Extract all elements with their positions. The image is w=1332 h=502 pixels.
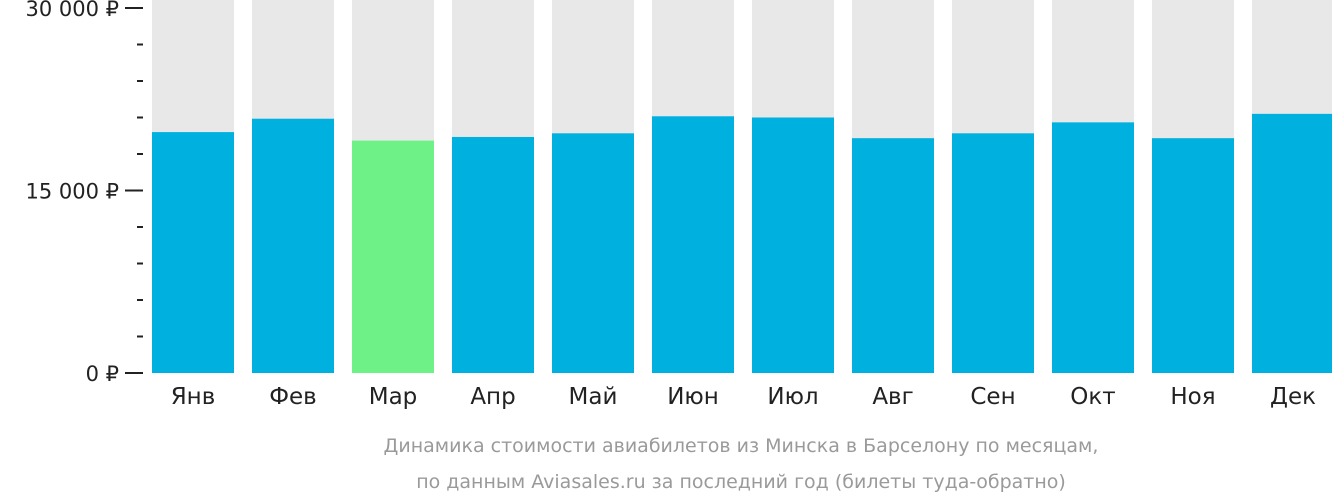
x-tick-label: Апр [470, 384, 515, 410]
x-tick-label: Фев [269, 384, 317, 410]
x-tick-label: Сен [970, 384, 1015, 410]
chart-caption-line-1: Динамика стоимости авиабилетов из Минска… [384, 435, 1099, 457]
x-tick-label: Май [569, 384, 618, 410]
x-tick-label: Мар [369, 384, 418, 410]
bar-5 [552, 133, 634, 373]
x-tick-label: Июн [667, 384, 719, 410]
chart-caption-line-2: по данным Aviasales.ru за последний год … [416, 471, 1066, 493]
bars [152, 113, 1332, 374]
bar-10 [1052, 122, 1134, 373]
bar-8 [852, 138, 934, 373]
y-tick-label: 15 000 ₽ [25, 180, 119, 204]
x-tick-label: Июл [767, 384, 818, 410]
bar-9 [952, 133, 1034, 373]
x-axis: Янв Фев Мар Апр Май Июн Июл Авг Сен Окт Ноя Дек [171, 384, 1316, 410]
x-tick-label: Окт [1070, 384, 1115, 410]
bar-12 [1252, 113, 1332, 373]
bar-11 [1152, 138, 1234, 373]
x-tick-label: Янв [171, 384, 216, 410]
x-tick-label: Дек [1270, 384, 1316, 410]
bar-3 [352, 140, 434, 373]
y-tick-label: 30 000 ₽ [25, 0, 119, 21]
bar-1 [152, 132, 234, 373]
x-tick-label: Авг [872, 384, 913, 410]
y-tick-label: 0 ₽ [86, 362, 119, 386]
bar-6 [652, 116, 734, 374]
bar-2 [252, 118, 334, 373]
x-tick-label: Ноя [1170, 384, 1215, 410]
bar-4 [452, 136, 534, 373]
y-axis: 0 ₽ 15 000 ₽ 30 000 ₽ [25, 0, 143, 386]
bar-7 [752, 117, 834, 373]
